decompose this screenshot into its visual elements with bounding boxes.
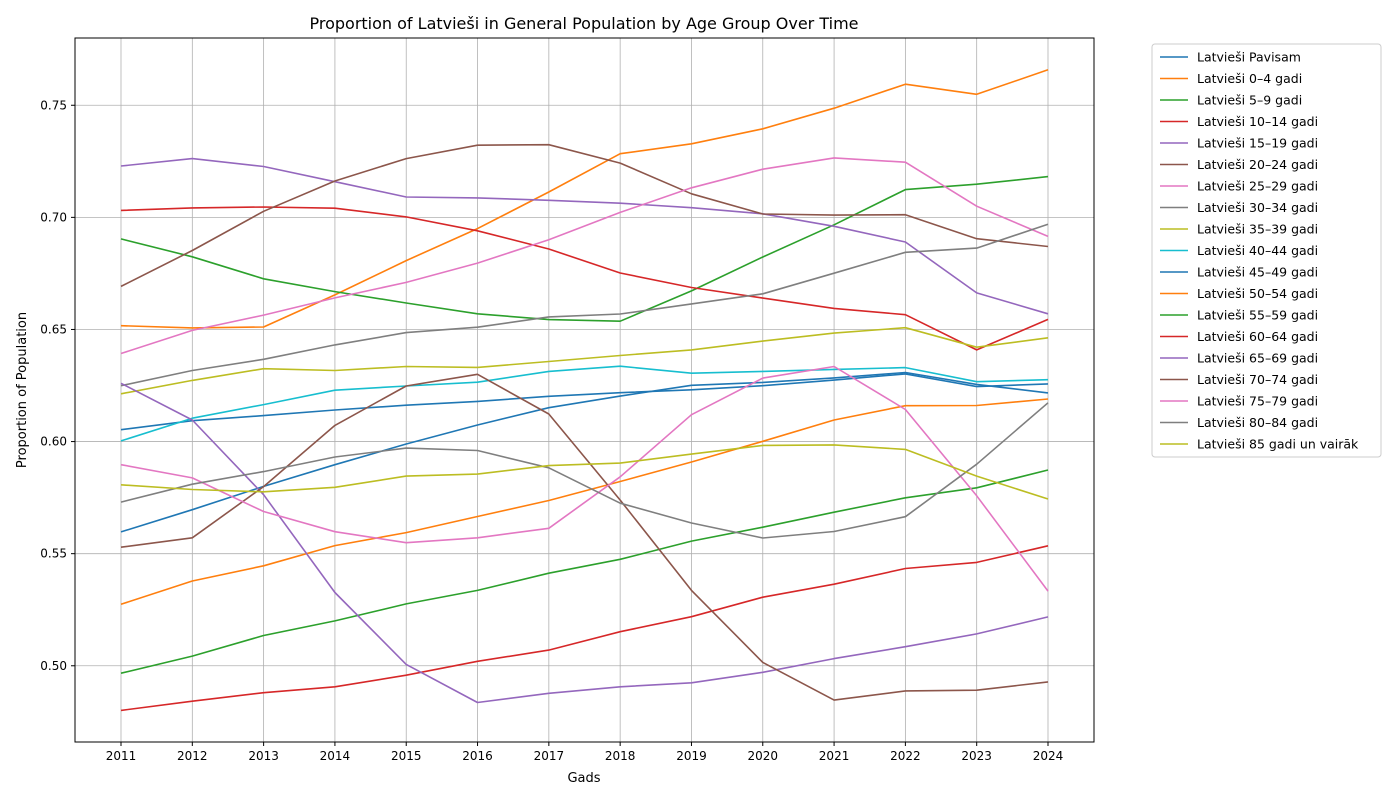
x-tick-label: 2012 [177, 749, 208, 763]
series-line-4 [120, 206, 1049, 351]
legend-label: Latvieši 40–44 gadi [1197, 243, 1318, 258]
series-line-10 [120, 365, 1049, 442]
series-line-11 [120, 371, 1049, 533]
x-tick-label: 2021 [819, 749, 850, 763]
legend-label: Latvieši 70–74 gadi [1197, 372, 1318, 387]
x-axis-ticks: 2011 2012 2013 2014 2015 2016 2017 2018 2019 2020… [106, 742, 1064, 763]
series-line-2 [120, 69, 1049, 329]
plot-frame [74, 37, 1095, 743]
chart-title: Proportion of Latvieši in General Popula… [310, 14, 859, 33]
legend-label: Latvieši 35–39 gadi [1197, 222, 1318, 237]
series-lines [120, 69, 1049, 712]
legend-label: Latvieši 0–4 gadi [1197, 71, 1302, 86]
series-line-15 [120, 382, 1049, 704]
legend-label: Latvieši 10–14 gadi [1197, 114, 1318, 129]
series-line-5 [120, 157, 1049, 315]
series-line-6 [120, 143, 1049, 288]
x-tick-label: 2013 [248, 749, 279, 763]
series-line-3 [120, 175, 1049, 323]
legend-label: Latvieši 80–84 gadi [1197, 415, 1318, 430]
x-tick-label: 2011 [106, 749, 137, 763]
series-line-9 [120, 326, 1049, 395]
x-tick-label: 2019 [676, 749, 707, 763]
series-line-18 [120, 402, 1049, 539]
series-line-14 [120, 545, 1049, 712]
series-line-12 [120, 398, 1049, 606]
y-tick-label: 0.55 [40, 547, 67, 561]
y-tick-label: 0.60 [40, 435, 67, 449]
legend-label: Latvieši 65–69 gadi [1197, 351, 1318, 366]
series-line-17 [120, 365, 1049, 592]
series-line-13 [120, 469, 1049, 674]
x-tick-label: 2015 [391, 749, 422, 763]
x-tick-label: 2023 [961, 749, 992, 763]
series-line-19 [120, 444, 1049, 500]
legend-label: Latvieši 55–59 gadi [1197, 308, 1318, 323]
legend-label: Latvieši Pavisam [1197, 50, 1301, 65]
y-tick-label: 0.70 [40, 210, 67, 224]
legend: Latvieši Pavisam Latvieši 0–4 gadi Latvieš… [1151, 43, 1382, 458]
legend-label: Latvieši 5–9 gadi [1197, 93, 1302, 108]
x-tick-label: 2016 [462, 749, 493, 763]
x-tick-label: 2017 [534, 749, 565, 763]
x-tick-label: 2022 [890, 749, 921, 763]
x-tick-label: 2020 [747, 749, 778, 763]
legend-box [1151, 43, 1382, 458]
legend-label: Latvieši 85 gadi un vairāk [1197, 437, 1359, 452]
series-line-8 [120, 223, 1049, 387]
legend-label: Latvieši 25–29 gadi [1197, 179, 1318, 194]
y-tick-label: 0.50 [40, 659, 67, 673]
y-axis-ticks: 0.50 0.55 0.60 0.65 0.70 0.75 [40, 98, 75, 673]
x-tick-label: 2018 [605, 749, 636, 763]
y-tick-label: 0.75 [40, 98, 67, 112]
legend-label: Latvieši 50–54 gadi [1197, 286, 1318, 301]
gridlines [75, 38, 1094, 742]
y-tick-label: 0.65 [40, 322, 67, 336]
x-tick-label: 2014 [320, 749, 351, 763]
legend-label: Latvieši 20–24 gadi [1197, 157, 1318, 172]
y-axis-title: Proportion of Population [15, 312, 30, 468]
legend-label: Latvieši 60–64 gadi [1197, 329, 1318, 344]
x-tick-label: 2024 [1033, 749, 1064, 763]
series-line-1 [120, 373, 1049, 431]
legend-label: Latvieši 75–79 gadi [1197, 394, 1318, 409]
legend-label: Latvieši 45–49 gadi [1197, 265, 1318, 280]
legend-label: Latvieši 15–19 gadi [1197, 136, 1318, 151]
x-axis-title: Gads [567, 771, 600, 786]
legend-label: Latvieši 30–34 gadi [1197, 200, 1318, 215]
series-line-7 [120, 157, 1049, 355]
series-line-16 [120, 373, 1049, 701]
